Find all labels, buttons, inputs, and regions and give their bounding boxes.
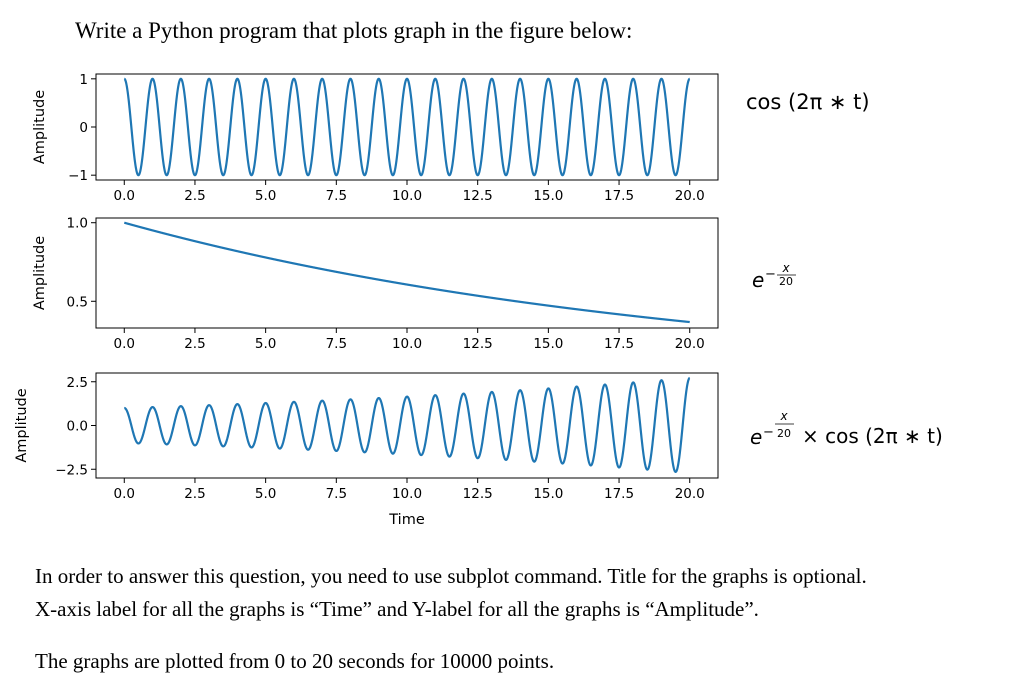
x-ticks: 0.0 2.5 5.0 7.5 10.0 12.5 15.0 17.5 20.0 [114,180,705,204]
x-tick-label: 20.0 [675,336,705,352]
x-tick-label: 12.5 [463,486,493,502]
x-tick-label: 10.0 [392,336,422,352]
x-tick-label: 0.0 [114,486,135,502]
formula-exp-numerator: x [779,409,788,423]
x-tick-label: 17.5 [604,188,634,204]
subplot-exp-decay: 1.00.5 0.0 2.5 5.0 7.5 10.0 12.5 15.0 17.5 20.0 … [32,216,796,352]
formula-exp-denominator: 20 [777,427,791,440]
x-ticks: 0.0 2.5 5.0 7.5 10.0 12.5 15.0 17.5 20.0 [114,478,705,502]
x-tick-label: 20.0 [675,486,705,502]
x-tick-label: 17.5 [604,486,634,502]
y-tick-label: 1 [79,72,88,88]
y-axis-label: Amplitude [32,236,48,310]
formula-exp-sign: − [765,267,776,282]
y-tick-label: 0 [79,120,88,136]
formula-base: e [750,425,762,449]
formula-exp-denominator: 20 [779,275,793,288]
product-formula-annotation: e − x 20 × cos (2π ∗ t) [750,409,943,449]
cos-curve [123,77,691,177]
x-tick-label: 7.5 [326,486,347,502]
x-tick-label: 20.0 [675,188,705,204]
subplot-figure: 1 0 −1 0.0 2.5 5.0 7.5 10.0 12.5 15.0 17.5 20.0 Am… [14,72,943,528]
axes-frame [95,372,719,479]
x-tick-label: 2.5 [184,336,205,352]
question-paragraph-2: The graphs are plotted from 0 to 20 seco… [35,649,555,673]
x-tick-label: 12.5 [463,188,493,204]
x-tick-label: 5.0 [255,188,276,204]
x-tick-label: 5.0 [255,486,276,502]
x-tick-label: 15.0 [533,336,563,352]
y-axis-label: Amplitude [14,388,30,462]
formula-base: e [752,268,764,292]
x-axis-label: Time [388,512,425,528]
y-tick-label: −2.5 [55,462,88,478]
y-axis-label: Amplitude [32,90,48,164]
y-tick-label: 2.5 [67,375,88,391]
formula-exp-numerator: x [781,261,790,275]
subplot-cos: 1 0 −1 0.0 2.5 5.0 7.5 10.0 12.5 15.0 17.5 20.0 Am… [32,72,870,204]
y-ticks: 1 0 −1 [68,72,96,184]
x-tick-label: 7.5 [326,336,347,352]
formula-suffix: × cos (2π ∗ t) [802,424,943,448]
formula-exp-sign: − [763,425,774,440]
x-tick-label: 17.5 [604,336,634,352]
exp-decay-curve [123,221,690,324]
x-tick-label: 12.5 [463,336,493,352]
y-tick-label: 1.0 [67,216,88,232]
x-tick-label: 10.0 [392,486,422,502]
subplot-product: 2.5 0.0 −2.5 0.0 2.5 5.0 7.5 10.0 12.5 15.0 17.5 2… [14,372,943,528]
x-tick-label: 0.0 [114,188,135,204]
x-tick-label: 5.0 [255,336,276,352]
y-tick-label: 0.5 [67,294,88,310]
x-tick-label: 7.5 [326,188,347,204]
x-tick-label: 0.0 [114,336,135,352]
x-tick-label: 2.5 [184,188,205,204]
x-tick-label: 2.5 [184,486,205,502]
question-prompt: Write a Python program that plots graph … [75,18,633,43]
question-paragraph-line-2: X-axis label for all the graphs is “Time… [35,597,759,621]
y-tick-label: −1 [68,168,88,184]
x-tick-label: 15.0 [533,188,563,204]
exp-formula-annotation: e − x 20 [752,261,796,292]
y-ticks: 1.0 0.5 [67,216,96,310]
product-curve [124,376,691,474]
question-paragraph-line-1: In order to answer this question, you ne… [35,564,867,588]
axes-frame [95,73,719,181]
x-tick-label: 15.0 [533,486,563,502]
cos-formula-annotation: cos (2π ∗ t) [746,90,870,114]
x-ticks: 0.0 2.5 5.0 7.5 10.0 12.5 15.0 17.5 20.0 [114,328,705,352]
y-tick-label: 0.0 [67,419,88,435]
axes-frame [95,217,719,329]
x-tick-label: 10.0 [392,188,422,204]
y-ticks: 2.5 0.0 −2.5 [55,375,96,478]
